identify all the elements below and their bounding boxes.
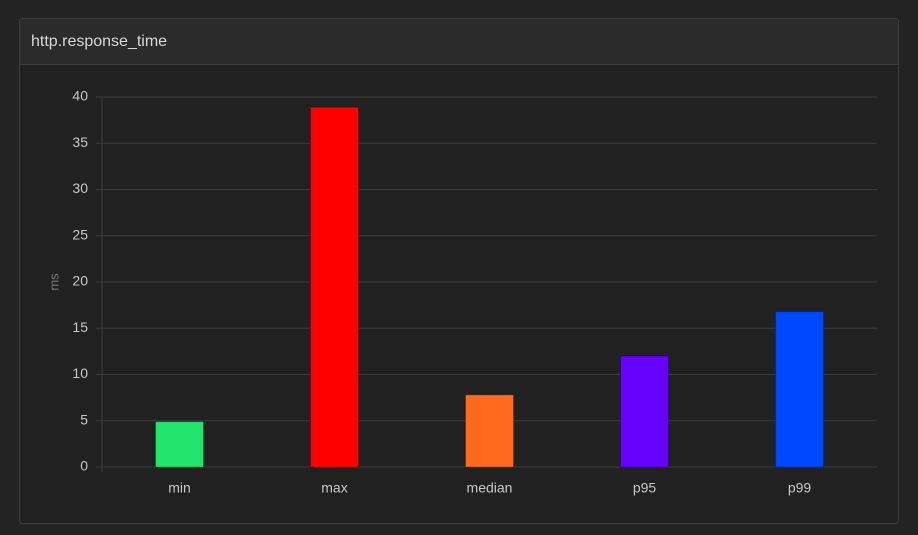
bar: [620, 355, 669, 468]
y-tick-label: 40: [72, 88, 88, 104]
y-axis-label: ms: [46, 273, 61, 291]
y-tick-label: 0: [80, 458, 88, 474]
bar: [465, 394, 514, 468]
y-tick-label: 20: [72, 273, 88, 289]
x-tick-label: min: [168, 480, 191, 496]
y-tick-label: 15: [72, 319, 88, 335]
y-tick-label: 30: [72, 180, 88, 196]
x-tick-label: p95: [633, 480, 657, 496]
bar: [155, 421, 204, 468]
y-tick-label: 35: [72, 134, 88, 150]
x-tick-label: median: [467, 480, 513, 496]
y-tick-label: 25: [72, 226, 88, 242]
bar: [310, 106, 359, 468]
x-tick-label: p99: [788, 480, 812, 496]
panel: [19, 18, 899, 524]
bar: [775, 311, 824, 468]
y-tick-label: 5: [80, 411, 88, 427]
x-tick-label: max: [321, 480, 347, 496]
panel-title: http.response_time: [31, 33, 167, 50]
y-tick-label: 10: [72, 365, 88, 381]
panel-header: [20, 19, 898, 64]
